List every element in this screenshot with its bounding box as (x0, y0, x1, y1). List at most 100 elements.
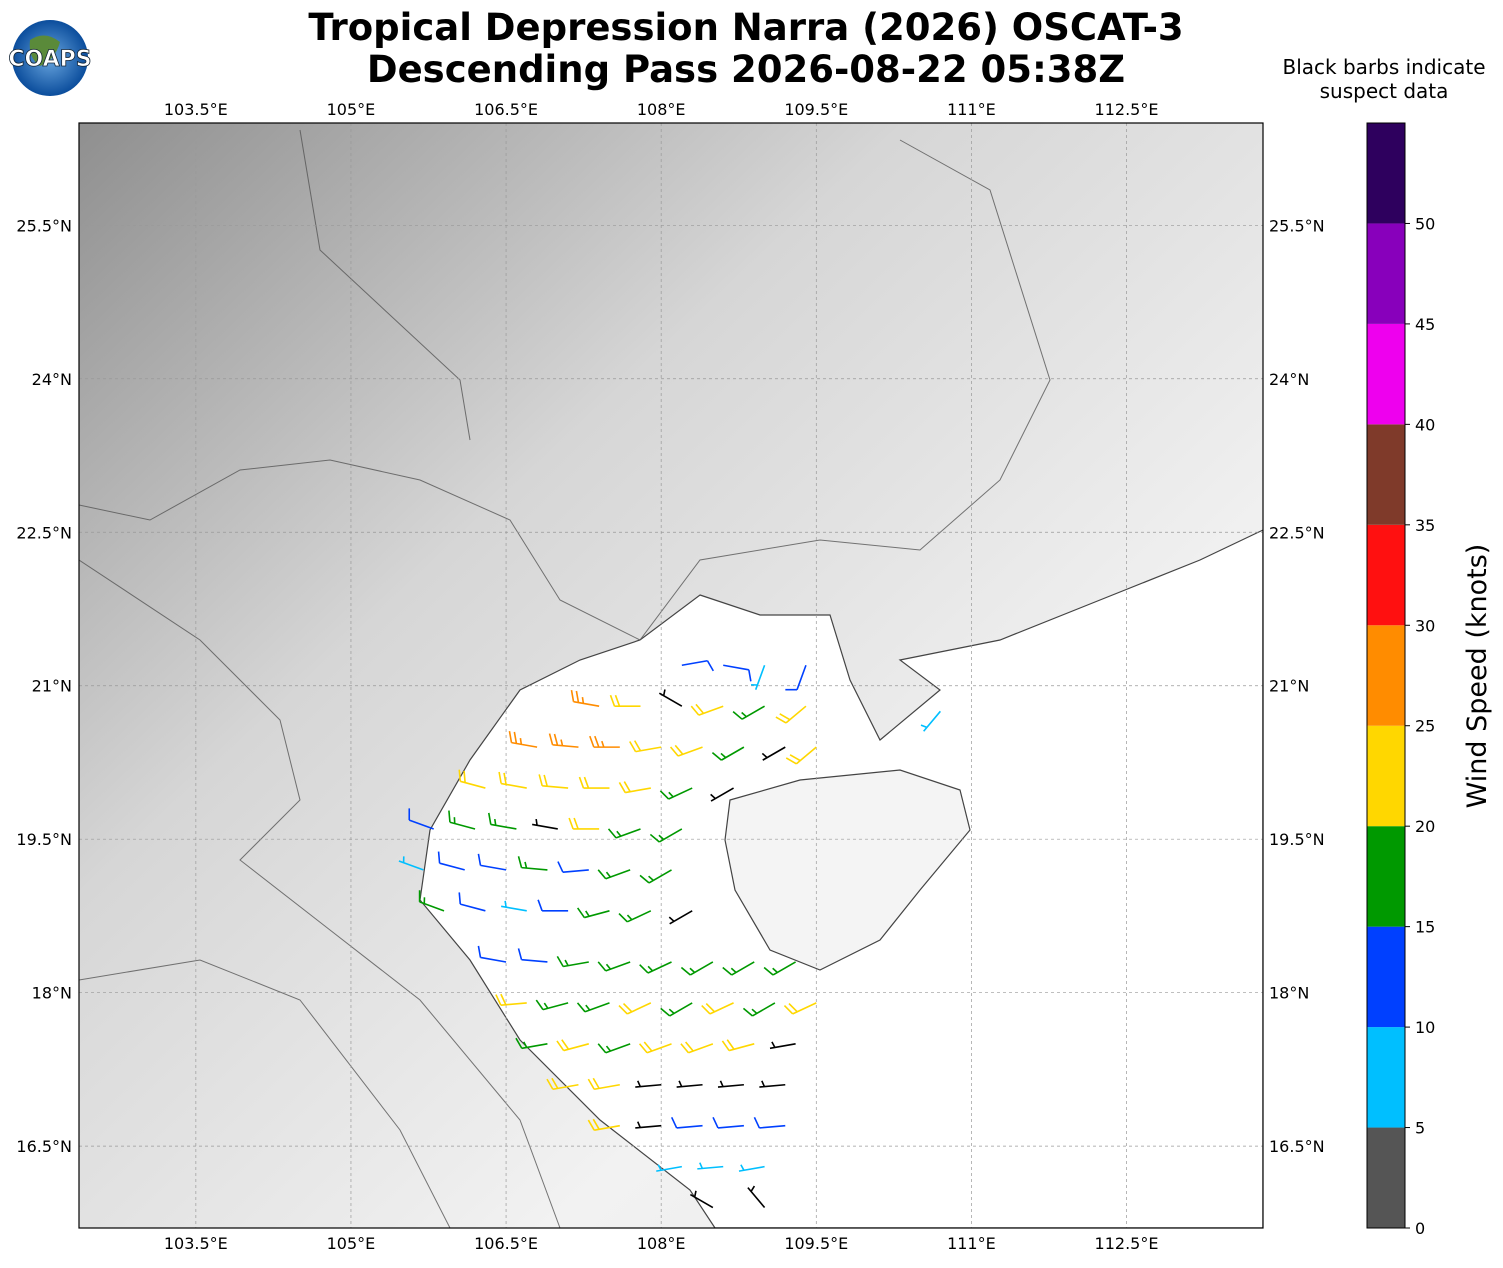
wind-barb (546, 1077, 579, 1091)
colorbar-frame (1366, 122, 1406, 1229)
wind-barb (639, 869, 672, 884)
lon-tick-label: 109.5°E (784, 100, 848, 119)
lon-tick-label: 106.5°E (474, 100, 538, 119)
colorbar-bin (1367, 123, 1405, 224)
wind-barb (437, 851, 465, 871)
colorbar-bin (1367, 223, 1405, 324)
wind-barb (578, 776, 610, 789)
wind-barb (769, 1041, 796, 1050)
wind-barb (659, 787, 693, 800)
wind-barb (618, 781, 651, 794)
wind-barb (680, 961, 714, 976)
title-line: Tropical Depression Narra (2026) OSCAT-3 (308, 6, 1183, 49)
wind-barb (408, 808, 434, 830)
borders (79, 129, 1051, 1228)
lon-tick-label: 105°E (327, 1234, 376, 1253)
colorbar-tick-label: 50 (1415, 214, 1435, 233)
wind-barb (535, 999, 569, 1011)
lat-tick-label: 22.5°N (1269, 523, 1325, 542)
wind-barb (785, 664, 807, 691)
wind-barb (597, 869, 631, 880)
wind-barb (477, 853, 507, 871)
map-frame (78, 122, 1264, 1229)
colorbar-tick-label: 20 (1415, 817, 1435, 836)
wind-barb (556, 955, 589, 968)
wind-barb (721, 1039, 755, 1052)
colorbar-tick-label: 0 (1415, 1219, 1425, 1238)
wind-barb (458, 892, 486, 912)
wind-barb (668, 910, 693, 925)
lat-tick-label: 18°N (32, 984, 72, 1003)
wind-barb (618, 910, 652, 923)
colorbar-tick-label: 15 (1415, 918, 1435, 937)
wind-barb (448, 810, 476, 830)
wind-barb (495, 993, 527, 1006)
colorbar-tick-label: 40 (1415, 415, 1435, 434)
lat-tick-label: 25.5°N (1269, 216, 1325, 235)
wind-barb (722, 961, 755, 976)
wind-barb (660, 1002, 693, 1017)
wind-barb (701, 1002, 734, 1015)
lon-tick-label: 108°E (637, 1234, 686, 1253)
wind-barb (576, 1002, 610, 1013)
lon-tick-label: 105°E (327, 100, 376, 119)
title-line: Descending Pass 2026-08-22 05:38Z (367, 48, 1125, 91)
wind-barb (568, 817, 600, 830)
colorbar-bin (1367, 625, 1405, 726)
wind-barb (487, 812, 517, 830)
wind-barb (501, 900, 527, 912)
map-area (79, 123, 1263, 1228)
lat-tick-label: 21°N (32, 677, 72, 696)
logo: COAPS (8, 20, 92, 96)
lon-tick-label: 103.5°E (164, 100, 228, 119)
colorbar-tick-label: 10 (1415, 1018, 1435, 1037)
wind-barb (418, 890, 445, 912)
colorbar-bin (1367, 725, 1405, 827)
wind-barb (785, 746, 817, 765)
note-line: suspect data (1320, 79, 1449, 103)
wind-barb (690, 703, 724, 716)
lon-tick-label: 112.5°E (1095, 100, 1159, 119)
colorbar-bin (1367, 826, 1405, 927)
wind-barb (783, 1002, 817, 1015)
wind-barb (775, 705, 807, 724)
wind-barb (697, 1162, 724, 1170)
wind-barb (681, 659, 715, 672)
wind-barb (658, 689, 683, 707)
wind-barb (920, 710, 941, 732)
lon-tick-label: 111°E (947, 1234, 996, 1253)
wind-barb (710, 787, 734, 802)
wind-barb (629, 740, 662, 753)
lat-tick-label: 18°N (1269, 984, 1309, 1003)
wind-barb (656, 1164, 682, 1172)
wind-barb (670, 1117, 703, 1129)
lon-tick-label: 111°E (947, 100, 996, 119)
wind-barb (717, 1080, 744, 1088)
wind-barb (515, 1037, 548, 1050)
colorbar-bin (1367, 926, 1405, 1028)
wind-barb (635, 1080, 662, 1088)
wind-barb (609, 694, 641, 707)
wind-barb (649, 828, 683, 843)
wind-barb (732, 705, 765, 720)
wind-barb (597, 1043, 631, 1054)
colorbar-tick-label: 30 (1415, 616, 1435, 635)
wind-barb (517, 948, 548, 963)
wind-barb (589, 735, 620, 748)
colorbar-bin (1367, 323, 1405, 425)
lat-tick-label: 19.5°N (1269, 830, 1325, 849)
wind-barb (676, 1080, 703, 1088)
lon-tick-label: 103.5°E (164, 1234, 228, 1253)
wind-barb (517, 856, 548, 871)
lat-tick-label: 24°N (1269, 370, 1309, 389)
wind-barb (747, 1185, 766, 1209)
wind-barb (723, 664, 752, 682)
wind-barb (557, 861, 589, 873)
wind-barb (538, 774, 569, 789)
colorbar-label: Wind Speed (knots) (1462, 544, 1493, 809)
wind-barb (753, 1117, 786, 1129)
colorbar-tick-label: 5 (1415, 1119, 1425, 1138)
wind-barb (556, 1039, 589, 1052)
wind-barb (638, 1041, 672, 1054)
